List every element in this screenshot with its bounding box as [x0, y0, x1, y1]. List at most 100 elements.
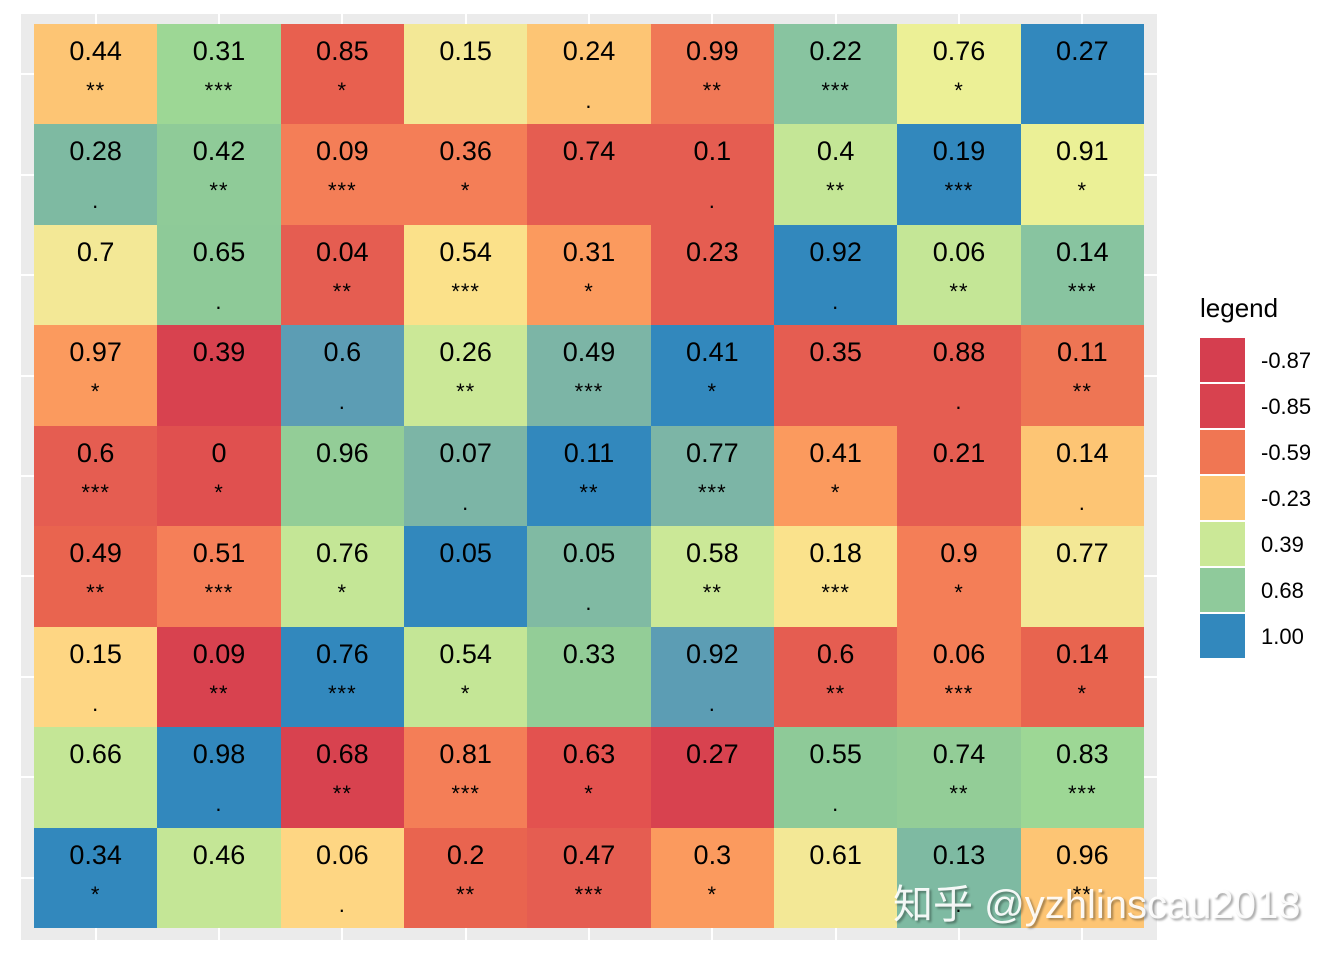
legend-color-swatch	[1200, 476, 1245, 520]
cell-value: 0.35	[809, 337, 862, 368]
heatmap-cell: 0.27	[650, 727, 774, 828]
cell-value: 0.11	[563, 437, 615, 468]
cell-significance: **	[332, 278, 352, 304]
cell-value: 0.77	[1056, 538, 1109, 569]
heatmap-cell: 0.47 ***	[527, 827, 651, 928]
heatmap-cell: 0.7	[34, 224, 158, 326]
cell-significance: ***	[821, 580, 850, 606]
heatmap-cell: 0.54 *	[404, 626, 528, 728]
heatmap-cell: 0.19 ***	[897, 124, 1021, 225]
cell-value: 0.74	[562, 136, 616, 167]
cell-significance: *	[1077, 680, 1088, 706]
cell-value: 0.13	[932, 839, 986, 870]
watermark: 知乎 @yzhlinscau2018	[893, 883, 1301, 927]
heatmap-cell: 0.05	[404, 526, 528, 627]
heatmap-cell: 0.4 **	[774, 124, 898, 225]
heatmap-cell: 0.88.	[897, 325, 1021, 426]
cell-significance: *	[90, 881, 101, 907]
cell-value: 0.65	[192, 236, 246, 267]
heatmap-cell: 0.04 **	[280, 224, 404, 326]
cell-value: 0.07	[439, 437, 492, 468]
cell-value: 0.88	[932, 337, 986, 368]
heatmap-cell: 0.14.	[1020, 425, 1144, 527]
heatmap-cell: 0.49 **	[34, 526, 158, 627]
cell-value: 0.41	[686, 337, 739, 368]
heatmap-cell: 0.35	[774, 325, 898, 426]
cell-value: 0.15	[69, 638, 122, 669]
heatmap-cell: 0.09 **	[157, 626, 281, 728]
heatmap-cell: 0.76 *	[280, 526, 404, 627]
legend-title: legend	[1200, 293, 1279, 323]
cell-significance: ***	[1067, 278, 1097, 304]
heatmap-cell: 0.28.	[34, 124, 158, 225]
cell-value: 0.31	[192, 36, 246, 66]
heatmap-cell: 0.98.	[157, 727, 281, 828]
cell-value: 0.96	[316, 437, 369, 468]
cell-value: 0.19	[932, 136, 986, 167]
legend-label: -0.59	[1261, 440, 1312, 465]
heatmap-cell: 0.23	[650, 224, 774, 326]
cell-value: 0.21	[932, 437, 986, 468]
cell-value: 0.92	[686, 638, 739, 669]
cell-value: 0.3	[693, 839, 732, 870]
heatmap-cell: 0.74	[527, 124, 651, 225]
cell-significance: *	[90, 379, 101, 405]
cell-value: 0.76	[316, 638, 369, 669]
heatmap-cell: 0.36 *	[404, 124, 528, 225]
heatmap-cell: 0.92.	[650, 626, 774, 728]
legend-color-swatch	[1200, 338, 1245, 382]
cell-value: 0.06	[316, 839, 369, 870]
heatmap-cell: 0 *	[157, 425, 281, 527]
heatmap-cell: 0.42 **	[157, 124, 281, 225]
legend-entry: -0.87	[1200, 338, 1311, 384]
heatmap-cell: 0.27	[1020, 24, 1144, 125]
cell-value: 0.27	[686, 739, 739, 770]
heatmap-cell: 0.41 *	[650, 325, 774, 426]
cell-significance: **	[826, 680, 846, 706]
legend-entry: -0.23	[1200, 476, 1311, 522]
heatmap-cell: 0.14 *	[1020, 626, 1144, 728]
legend-entry: 0.68	[1200, 568, 1311, 614]
heatmap-cell: 0.39	[157, 325, 281, 426]
cell-significance: .	[462, 489, 470, 515]
cell-significance: .	[585, 88, 593, 113]
cell-significance: .	[955, 389, 963, 415]
heatmap-cell: 0.6.	[280, 325, 404, 426]
cell-value: 0.74	[932, 739, 986, 770]
cell-significance: *	[830, 479, 841, 505]
cell-significance: .	[708, 188, 716, 214]
cell-value: 0.33	[562, 638, 616, 669]
cell-significance: *	[337, 580, 348, 606]
heatmap-cell: 0.33	[527, 626, 651, 728]
cell-significance: .	[92, 690, 100, 716]
cell-value: 0.91	[1056, 136, 1109, 167]
cell-value: 0.09	[316, 136, 369, 167]
cell-value: 0.97	[69, 337, 122, 368]
cell-value: 0.55	[809, 739, 862, 770]
cell-significance: ***	[944, 178, 974, 204]
cell-significance: **	[826, 178, 846, 204]
heatmap-cell: 0.31 *	[527, 224, 651, 326]
heatmap-cell: 0.1.	[650, 124, 774, 225]
cell-significance: *	[584, 278, 594, 304]
cell-significance: ***	[574, 379, 604, 405]
heatmap-cell: 0.9 *	[897, 526, 1021, 627]
cell-significance: **	[332, 781, 352, 807]
cell-significance: **	[456, 379, 476, 405]
cell-value: 0.39	[192, 337, 246, 368]
cell-significance: ***	[451, 781, 480, 807]
heatmap-cell: 0.96	[280, 425, 404, 527]
legend-color-swatch	[1200, 384, 1245, 428]
heatmap-cell: 0.22 ***	[774, 24, 898, 125]
cell-significance: *	[707, 379, 718, 405]
cell-value: 0	[211, 437, 227, 468]
heatmap-cell: 0.76 ***	[280, 626, 404, 728]
heatmap-cell: 0.44 **	[34, 24, 158, 125]
cell-value: 0.4	[816, 136, 855, 167]
cell-value: 0.96	[1056, 839, 1109, 870]
heatmap-cell: 0.76 *	[897, 24, 1021, 125]
legend-color-swatch	[1200, 614, 1245, 658]
heatmap-cell: 0.09 ***	[280, 124, 404, 225]
heatmap-cell: 0.92.	[774, 224, 898, 326]
cell-significance: ***	[944, 680, 974, 706]
